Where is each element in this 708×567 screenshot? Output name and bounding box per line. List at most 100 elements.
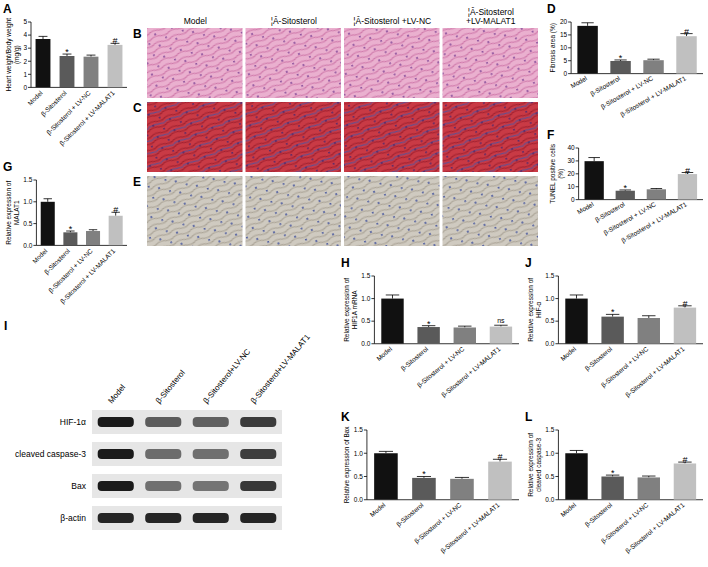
marks <box>36 36 123 87</box>
y-tick <box>364 430 367 431</box>
y-tick-label: 0.0 <box>23 242 32 249</box>
bar <box>109 216 123 246</box>
y-tick-label: 0.5 <box>545 473 554 480</box>
marks <box>381 295 512 344</box>
bar <box>374 453 398 499</box>
y-tick-label: 1.0 <box>354 450 363 457</box>
bar <box>678 174 697 200</box>
title-line: MALAT1 <box>13 200 20 225</box>
error-cap <box>494 325 507 326</box>
y-axis <box>558 430 559 500</box>
y-tick <box>371 343 374 344</box>
bar-chart: DModelβ-Sitosterolβ-Sitosterol + LV-NCβ-… <box>547 2 703 119</box>
bar-chart: GModelβ-Sitosterolβ-Sitosterol + LV-NCβ-… <box>3 160 127 305</box>
bar <box>41 202 55 246</box>
y-tick <box>371 321 374 322</box>
panel-letter: H <box>341 256 350 270</box>
y-tick-label: 0.5 <box>545 317 554 324</box>
category-label: β-Sitosterol + LV-MALAT1 <box>59 247 118 306</box>
category-label: β-Sitosterol + LV-MALAT1 <box>439 501 501 555</box>
bar <box>490 327 512 344</box>
panel-letter: E <box>133 175 141 189</box>
significance-mark: # <box>682 299 687 309</box>
y-tick-label: 0 <box>23 84 27 91</box>
band-label: cleaved caspase-3 <box>15 449 86 459</box>
category-label: β-Sitosterol + LV-MALAT1 <box>58 89 117 148</box>
significance-mark: ns <box>497 317 505 324</box>
y-tick-label: 1.0 <box>23 198 32 205</box>
bar <box>381 299 403 344</box>
bar <box>674 308 696 344</box>
y-axis <box>366 430 367 500</box>
y-tick-label: 1.5 <box>354 426 363 433</box>
band <box>98 513 134 523</box>
y-axis-title: Fibrosis area (%) <box>549 23 557 72</box>
y-axis-title: Relative expression of Bax <box>343 426 351 504</box>
y-tick <box>371 298 374 299</box>
significance-mark: * <box>624 183 628 193</box>
band <box>145 481 181 491</box>
bar <box>63 232 77 245</box>
y-tick <box>568 73 571 74</box>
panel-letter: A <box>3 2 12 16</box>
category-label: β-Sitosterol + LV-MALAT1 <box>624 345 686 399</box>
histology-image <box>147 102 243 172</box>
error-cap <box>642 315 655 316</box>
y-tick-label: 10 <box>560 44 568 51</box>
category-label: Model <box>26 89 44 107</box>
bar-chart: HModelβ-Sitosterolβ-Sitosterol + LV-NCβ-… <box>341 256 519 399</box>
y-tick-label: 0 <box>571 196 575 203</box>
error-bar <box>392 295 393 299</box>
significance-mark: * <box>611 468 615 478</box>
y-tick <box>555 298 558 299</box>
y-tick <box>576 160 579 161</box>
category-label: Model <box>559 345 577 362</box>
category-label: β-Sitosterol + LV-MALAT1 <box>620 200 689 244</box>
significance-mark: * <box>69 224 73 234</box>
error-cap <box>455 477 469 478</box>
y-tick <box>555 276 558 277</box>
bar <box>86 231 100 245</box>
error-cap <box>379 451 393 452</box>
error-cap <box>458 326 471 327</box>
y-tick-label: 1.5 <box>545 272 554 279</box>
y-tick-label: 0.5 <box>361 317 370 324</box>
histology-image <box>344 102 440 172</box>
category-label: Model <box>559 501 577 518</box>
histology-image <box>443 102 539 172</box>
histology-image <box>147 28 243 98</box>
y-axis <box>374 276 375 344</box>
y-tick-label: 1.0 <box>545 450 554 457</box>
y-axis-title: Relative expression ofHIF-α <box>527 278 542 342</box>
significance-mark: * <box>619 53 623 63</box>
category-label: β-Sitosterol + LV-MALAT1 <box>440 345 502 399</box>
error-cap <box>39 36 48 37</box>
panel-letter: D <box>547 2 556 16</box>
panel-letter: G <box>3 160 12 174</box>
y-tick <box>371 276 374 277</box>
head-line: +LV-MALAT1 <box>466 16 516 26</box>
y-tick <box>568 22 571 23</box>
error-bar <box>594 158 595 162</box>
histology-image <box>344 28 440 98</box>
y-tick <box>28 61 31 62</box>
error-cap <box>44 198 52 199</box>
bar <box>412 478 436 500</box>
column-head: ¦Â-Sitosterol+LV-MALAT1 <box>466 7 516 26</box>
category-label: β-Sitosterol + LV-NC <box>45 89 93 137</box>
y-tick <box>568 47 571 48</box>
column-head: ¦Â-Sitosterol <box>271 16 317 26</box>
category-label: β-Sitosterol + LV-MALAT1 <box>619 74 688 118</box>
bar <box>450 479 474 500</box>
significance-mark: # <box>684 27 689 37</box>
y-tick-label: 20 <box>560 18 568 25</box>
y-tick <box>28 22 31 23</box>
band <box>193 449 229 459</box>
y-tick-label: 1.5 <box>545 426 554 433</box>
histology-image <box>147 176 243 246</box>
y-tick <box>28 87 31 88</box>
title-line: Relative expression of Bax <box>343 426 351 504</box>
band <box>145 449 181 459</box>
error-cap <box>570 450 583 451</box>
y-tick <box>364 476 367 477</box>
